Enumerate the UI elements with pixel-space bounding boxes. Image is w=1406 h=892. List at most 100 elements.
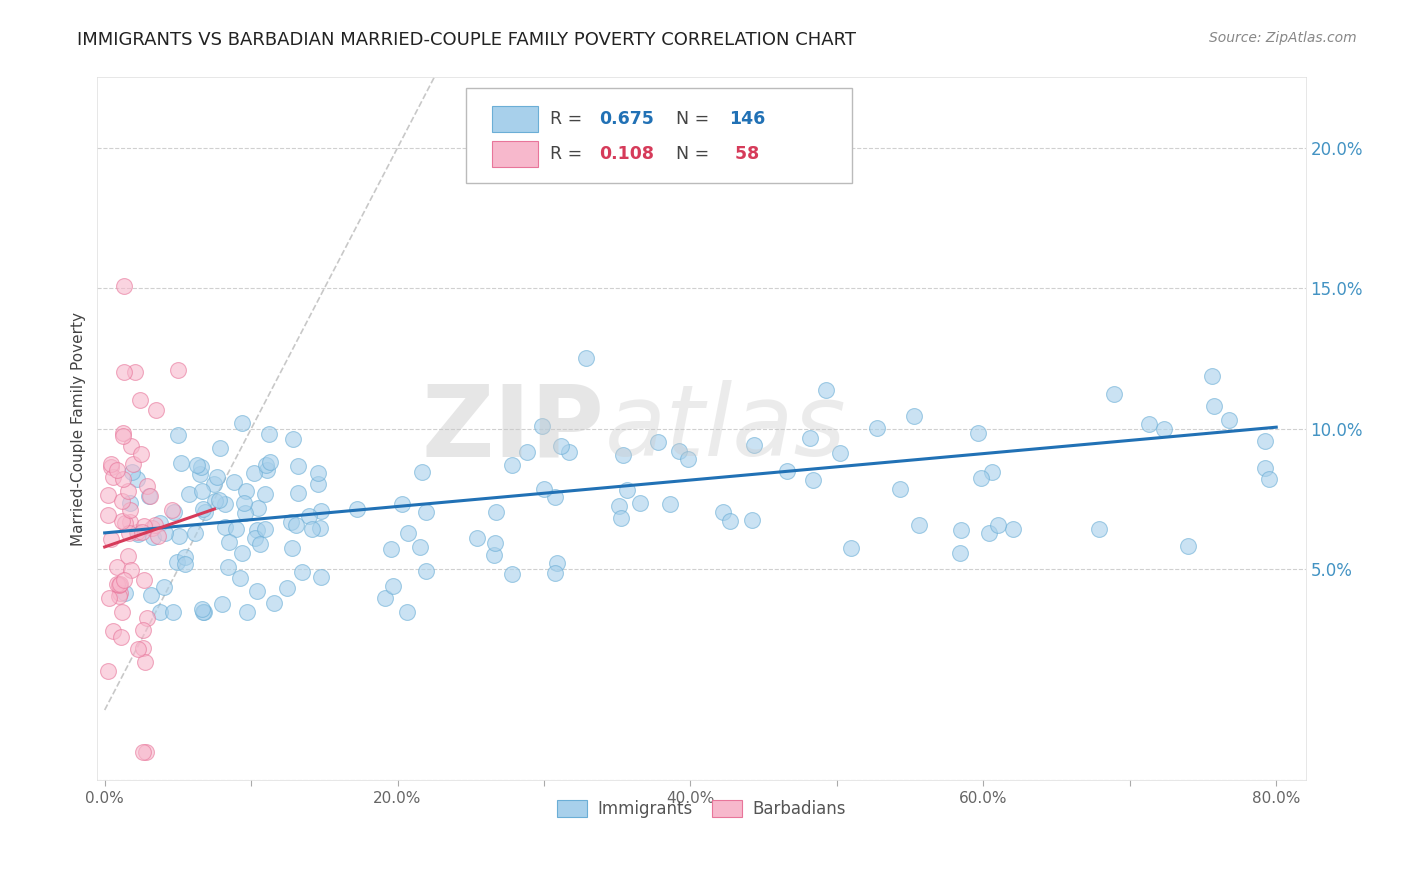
Point [246, 583, 269, 598]
Point [949, 546, 972, 560]
Point [949, 523, 972, 537]
Text: R =: R = [550, 110, 588, 128]
Point [307, 466, 329, 480]
Point [207, 492, 229, 507]
Point [647, 435, 669, 450]
Text: 0.675: 0.675 [599, 110, 654, 128]
Point [97, 508, 120, 522]
Point [465, 531, 488, 545]
Point [107, 589, 129, 603]
Point [979, 526, 1001, 541]
Point [546, 557, 568, 571]
Text: 146: 146 [730, 110, 765, 128]
Point [205, 469, 228, 483]
Point [284, 517, 307, 532]
Point [209, 441, 232, 455]
Point [678, 451, 700, 466]
Point [141, 521, 163, 535]
Point [575, 351, 598, 365]
Point [1202, 400, 1225, 414]
Point [411, 465, 433, 479]
Text: N =: N = [665, 110, 714, 128]
Text: IMMIGRANTS VS BARBADIAN MARRIED-COUPLE FAMILY POVERTY CORRELATION CHART: IMMIGRANTS VS BARBADIAN MARRIED-COUPLE F… [77, 31, 856, 49]
Point [616, 483, 638, 497]
Point [533, 482, 555, 496]
Point [131, 524, 153, 539]
Point [112, 472, 135, 486]
Point [186, 458, 208, 473]
FancyBboxPatch shape [465, 88, 852, 183]
Point [612, 448, 634, 462]
Text: N =: N = [665, 145, 714, 163]
Point [217, 560, 239, 574]
Point [118, 503, 141, 517]
Point [1137, 417, 1160, 432]
Point [742, 438, 765, 452]
Point [482, 548, 505, 562]
Point [167, 428, 190, 442]
Point [132, 745, 155, 759]
Point [100, 460, 122, 475]
Point [118, 526, 141, 541]
Point [1218, 413, 1240, 427]
Point [184, 526, 207, 541]
Point [162, 503, 184, 517]
Point [516, 445, 538, 459]
Point [280, 516, 302, 530]
Point [105, 462, 128, 476]
Point [291, 566, 314, 580]
Point [544, 490, 567, 504]
Point [558, 445, 581, 459]
Point [484, 536, 506, 550]
Point [112, 426, 135, 441]
Point [981, 465, 1004, 479]
Point [263, 596, 285, 610]
Point [111, 514, 134, 528]
Point [233, 506, 256, 520]
Point [668, 443, 690, 458]
FancyBboxPatch shape [492, 141, 538, 168]
Point [112, 573, 135, 587]
Point [1153, 422, 1175, 436]
Point [243, 467, 266, 481]
Point [235, 605, 257, 619]
Point [108, 576, 131, 591]
Point [283, 432, 305, 446]
Point [132, 519, 155, 533]
Text: ZIP: ZIP [422, 380, 605, 477]
Point [97, 488, 120, 502]
Point [287, 458, 309, 473]
Text: Source: ZipAtlas.com: Source: ZipAtlas.com [1209, 31, 1357, 45]
Point [204, 494, 226, 508]
Point [1002, 522, 1025, 536]
Y-axis label: Married-Couple Family Poverty: Married-Couple Family Poverty [72, 312, 86, 546]
Point [149, 516, 172, 531]
Point [907, 517, 929, 532]
Point [391, 497, 413, 511]
Point [124, 365, 146, 379]
Point [166, 555, 188, 569]
Point [415, 505, 437, 519]
Point [970, 471, 993, 485]
Point [281, 541, 304, 556]
Point [191, 605, 214, 619]
Point [1254, 460, 1277, 475]
Point [100, 532, 122, 546]
Point [247, 500, 270, 515]
Point [1201, 368, 1223, 383]
Point [346, 502, 368, 516]
Point [122, 457, 145, 471]
Point [136, 611, 159, 625]
Point [127, 642, 149, 657]
Point [103, 469, 125, 483]
Point [111, 494, 134, 508]
Point [110, 630, 132, 644]
Point [128, 393, 150, 408]
Point [1254, 434, 1277, 449]
Point [628, 496, 651, 510]
Point [169, 528, 191, 542]
Point [112, 429, 135, 443]
Point [396, 605, 419, 619]
Point [307, 477, 329, 491]
Point [967, 425, 990, 440]
